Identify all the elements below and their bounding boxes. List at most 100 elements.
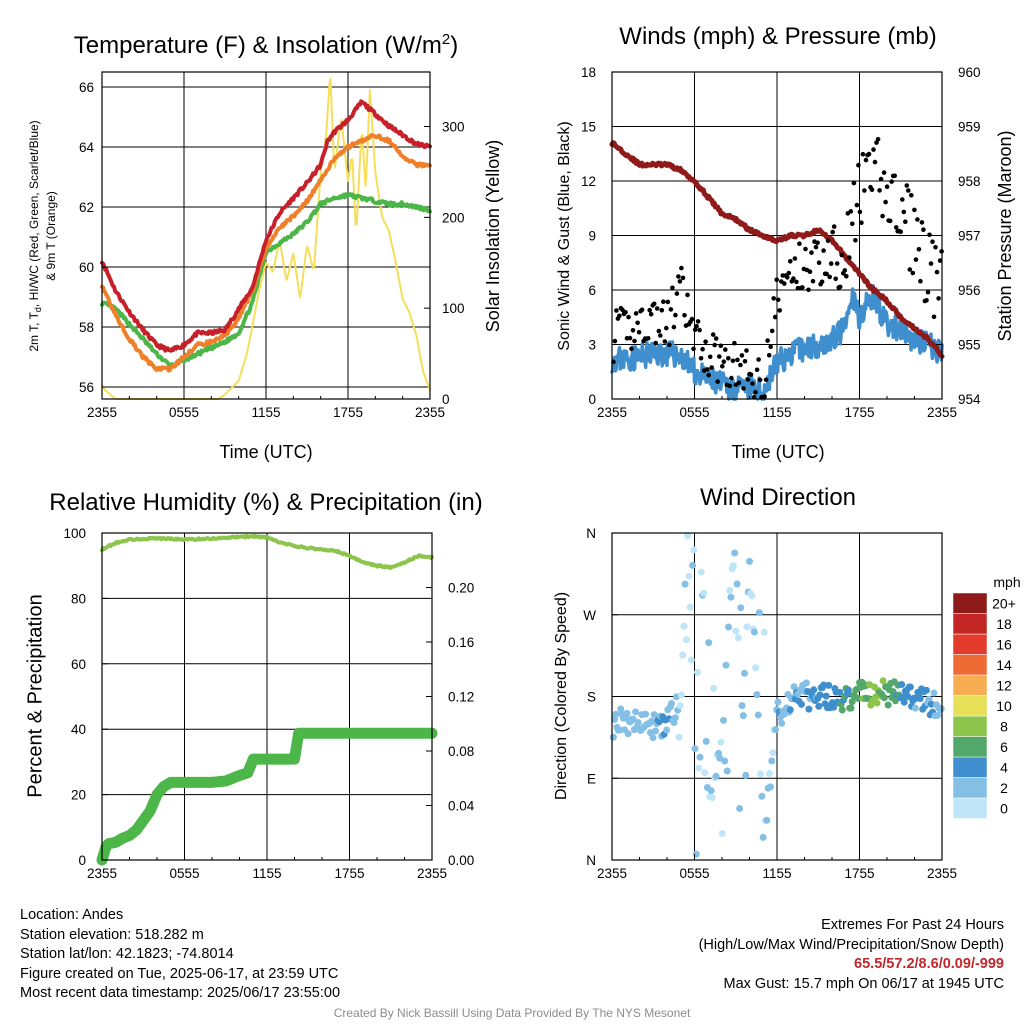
direction-point (802, 679, 810, 687)
direction-point (937, 705, 945, 713)
x-tick-label: 2355 (87, 866, 117, 881)
x-tick-label: 2355 (927, 405, 957, 420)
gust-point (651, 301, 657, 307)
y-tick-label: 0 (588, 392, 596, 407)
gust-point (662, 339, 668, 344)
direction-point (765, 769, 773, 777)
wind-line (610, 284, 944, 401)
direction-point (702, 737, 710, 745)
axis-ticks (101, 532, 433, 861)
gust-point (772, 314, 778, 320)
gust-point (913, 257, 919, 262)
gust-point (844, 273, 849, 279)
y2-tick-label: 0.12 (448, 690, 474, 705)
gust-point (869, 187, 875, 192)
direction-point (774, 698, 782, 706)
gust-point (834, 261, 840, 266)
gust-point (677, 279, 683, 284)
gust-point (919, 220, 925, 225)
direction-point (617, 705, 625, 713)
direction-point (701, 769, 709, 777)
gust-point (673, 312, 678, 318)
gust-point (824, 271, 829, 277)
gust-point (806, 287, 811, 293)
direction-point (790, 683, 798, 691)
created-label: Figure created on Tue, 2025-06-17, at 23… (20, 965, 339, 982)
pressure-line (609, 140, 945, 359)
legend-label: 20+ (992, 595, 1016, 611)
direction-points (609, 532, 945, 858)
legend-label: 12 (996, 677, 1012, 693)
direction-point (708, 794, 716, 802)
y2-tick-label: 0.20 (448, 581, 474, 596)
legend-label: 4 (1000, 759, 1008, 775)
direction-point (642, 710, 649, 718)
gust-point (775, 297, 781, 303)
x-tick-label: 1755 (333, 405, 363, 420)
plot-area (96, 533, 438, 866)
gust-point (633, 311, 639, 316)
direction-point (738, 702, 746, 710)
x-tick-label: 1755 (334, 866, 364, 881)
gust-point (815, 240, 820, 246)
direction-point (904, 693, 912, 700)
direction-point (743, 623, 751, 631)
gust-point (754, 367, 760, 373)
legend-label: 10 (996, 698, 1012, 714)
gust-point (785, 275, 790, 280)
gust-point (703, 339, 708, 345)
y-tick-label: 80 (71, 591, 86, 606)
direction-point (822, 692, 830, 700)
credit-line: Created By Nick Bassill Using Data Provi… (333, 1006, 691, 1020)
y-axis-label-text: 2m T, T (27, 311, 41, 351)
direction-point (692, 850, 700, 858)
gust-point (862, 188, 867, 193)
direction-point (906, 683, 914, 691)
gust-point (898, 229, 903, 235)
gust-point (833, 276, 838, 282)
direction-point (798, 700, 805, 708)
gust-point (636, 330, 642, 335)
direction-point (934, 711, 942, 719)
gust-point (927, 232, 932, 238)
direction-point (753, 691, 761, 699)
gust-point (791, 276, 796, 281)
direction-point (668, 700, 675, 707)
y-tick-label: 66 (79, 80, 94, 95)
gust-point (763, 377, 769, 383)
gust-point (704, 367, 710, 372)
gust-point (692, 327, 698, 333)
x-tick-label: 1155 (762, 405, 791, 420)
direction-point (624, 730, 632, 738)
direction-point (720, 716, 727, 724)
gust-point (689, 316, 695, 322)
gust-point (756, 357, 761, 362)
extremes-subtitle: (High/Low/Max Wind/Precipitation/Snow De… (698, 936, 1004, 953)
direction-point (687, 656, 695, 664)
direction-point (845, 686, 852, 694)
direction-point (686, 603, 694, 611)
y-tick-label: N (586, 526, 596, 541)
y-tick-label: 0 (78, 853, 86, 868)
y2-tick-label: 954 (958, 392, 981, 407)
direction-point (696, 753, 704, 761)
latlon-label: Station lat/lon: 42.1823; -74.8014 (20, 946, 234, 962)
gust-point (653, 340, 658, 346)
gust-point (936, 296, 941, 301)
extremes-values: 65.5/57.2/8.6/0.09/-999 (854, 956, 1004, 972)
direction-point (682, 636, 690, 644)
y2-tick-label: 200 (442, 210, 465, 225)
legend-swatch (952, 736, 988, 758)
direction-point (900, 698, 908, 706)
gust-point (713, 336, 719, 341)
gust-point (709, 365, 714, 370)
gust-point (614, 308, 619, 313)
direction-point (679, 651, 687, 659)
direction-point (655, 718, 663, 726)
legend-label: 16 (996, 636, 1012, 652)
gust-point (685, 292, 690, 298)
chart-title: Relative Humidity (%) & Precipitation (i… (49, 489, 482, 516)
gust-point (903, 219, 908, 224)
direction-point (684, 532, 692, 540)
y-tick-label: E (587, 771, 596, 786)
